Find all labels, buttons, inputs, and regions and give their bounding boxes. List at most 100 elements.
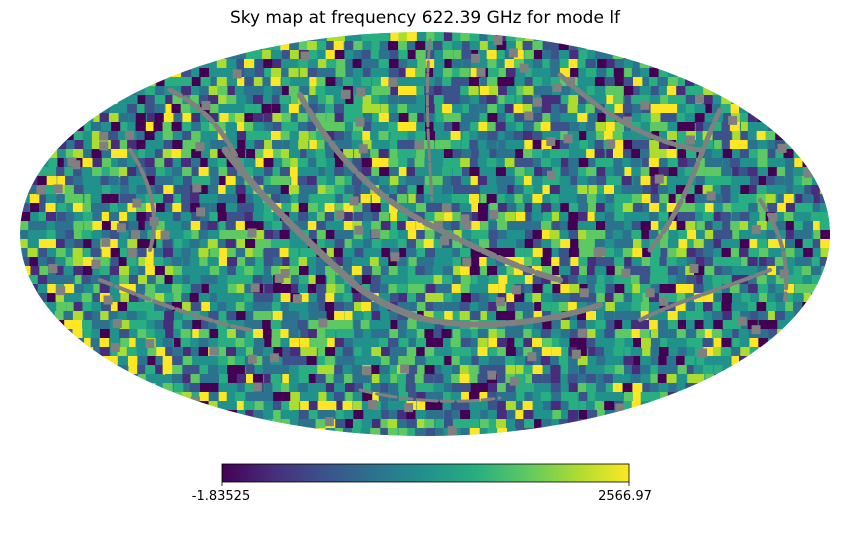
map-pixel <box>57 131 68 141</box>
masked-pixel <box>621 268 631 278</box>
map-pixel <box>370 203 381 213</box>
map-pixel <box>27 167 38 177</box>
map-pixel <box>578 158 589 168</box>
map-pixel <box>477 176 488 186</box>
map-pixel <box>459 95 470 105</box>
map-pixel <box>729 140 740 150</box>
map-pixel <box>461 392 472 402</box>
map-pixel <box>532 131 543 141</box>
map-pixel <box>488 230 499 240</box>
map-pixel <box>299 68 310 78</box>
map-pixel <box>685 104 696 114</box>
map-pixel <box>308 167 319 177</box>
map-pixel <box>606 176 617 186</box>
map-pixel <box>29 293 40 303</box>
map-pixel <box>218 185 229 195</box>
map-pixel <box>273 392 284 402</box>
map-pixel <box>704 356 715 366</box>
map-pixel <box>676 356 687 366</box>
map-pixel <box>190 302 201 312</box>
map-pixel <box>397 311 408 321</box>
map-pixel <box>444 410 455 420</box>
map-pixel <box>523 365 534 375</box>
map-pixel <box>604 248 615 258</box>
map-pixel <box>460 266 471 276</box>
map-pixel <box>721 338 732 348</box>
map-pixel <box>397 122 408 132</box>
map-pixel <box>505 284 516 294</box>
map-pixel <box>586 131 597 141</box>
map-pixel <box>739 113 750 123</box>
map-pixel <box>623 392 634 402</box>
masked-pixel <box>300 51 310 61</box>
map-pixel <box>434 59 445 69</box>
map-pixel <box>614 122 625 132</box>
map-pixel <box>459 356 470 366</box>
map-pixel <box>477 203 488 213</box>
map-pixel <box>721 302 732 312</box>
map-pixel <box>578 68 589 78</box>
map-pixel <box>702 140 713 150</box>
map-pixel <box>262 329 273 339</box>
map-pixel <box>307 257 318 267</box>
map-pixel <box>651 284 662 294</box>
masked-pixel <box>132 198 142 208</box>
map-pixel <box>613 68 624 78</box>
map-pixel <box>217 239 228 249</box>
map-pixel <box>451 194 462 204</box>
map-pixel <box>469 428 480 436</box>
map-pixel <box>623 311 634 321</box>
map-pixel <box>738 329 749 339</box>
map-pixel <box>298 284 309 294</box>
map-pixel <box>390 32 401 42</box>
map-pixel <box>650 338 661 348</box>
map-pixel <box>92 212 103 222</box>
map-pixel <box>82 176 93 186</box>
map-pixel <box>334 392 345 402</box>
map-pixel <box>677 212 688 222</box>
map-pixel <box>253 167 264 177</box>
map-pixel <box>164 293 175 303</box>
map-pixel <box>515 275 526 285</box>
map-pixel <box>378 113 389 123</box>
map-pixel <box>668 167 679 177</box>
map-pixel <box>299 311 310 321</box>
map-pixel <box>290 95 301 105</box>
map-pixel <box>802 194 813 204</box>
map-pixel <box>695 131 706 141</box>
map-pixel <box>714 266 725 276</box>
map-pixel <box>47 185 58 195</box>
map-pixel <box>568 95 579 105</box>
map-pixel <box>424 419 435 429</box>
map-pixel <box>236 176 247 186</box>
map-pixel <box>640 401 651 411</box>
map-pixel <box>243 86 254 96</box>
map-pixel <box>47 140 58 150</box>
map-pixel <box>785 131 796 141</box>
map-pixel <box>642 77 653 87</box>
map-pixel <box>496 392 507 402</box>
map-pixel <box>801 230 812 240</box>
map-pixel <box>271 131 282 141</box>
map-pixel <box>451 176 462 186</box>
map-pixel <box>750 176 761 186</box>
map-pixel <box>417 104 428 114</box>
map-pixel <box>343 410 354 420</box>
map-pixel <box>649 77 660 87</box>
map-pixel <box>531 329 542 339</box>
map-pixel <box>316 383 327 393</box>
map-pixel <box>20 230 31 240</box>
map-pixel <box>532 284 543 294</box>
map-pixel <box>532 149 543 159</box>
map-pixel <box>640 221 651 231</box>
map-pixel <box>650 194 661 204</box>
map-pixel <box>255 239 266 249</box>
map-pixel <box>532 374 543 384</box>
map-pixel <box>55 257 66 267</box>
map-pixel <box>642 248 653 258</box>
map-pixel <box>533 221 544 231</box>
map-pixel <box>263 149 274 159</box>
map-pixel <box>713 347 724 357</box>
map-pixel <box>721 248 732 258</box>
map-pixel <box>361 401 372 411</box>
